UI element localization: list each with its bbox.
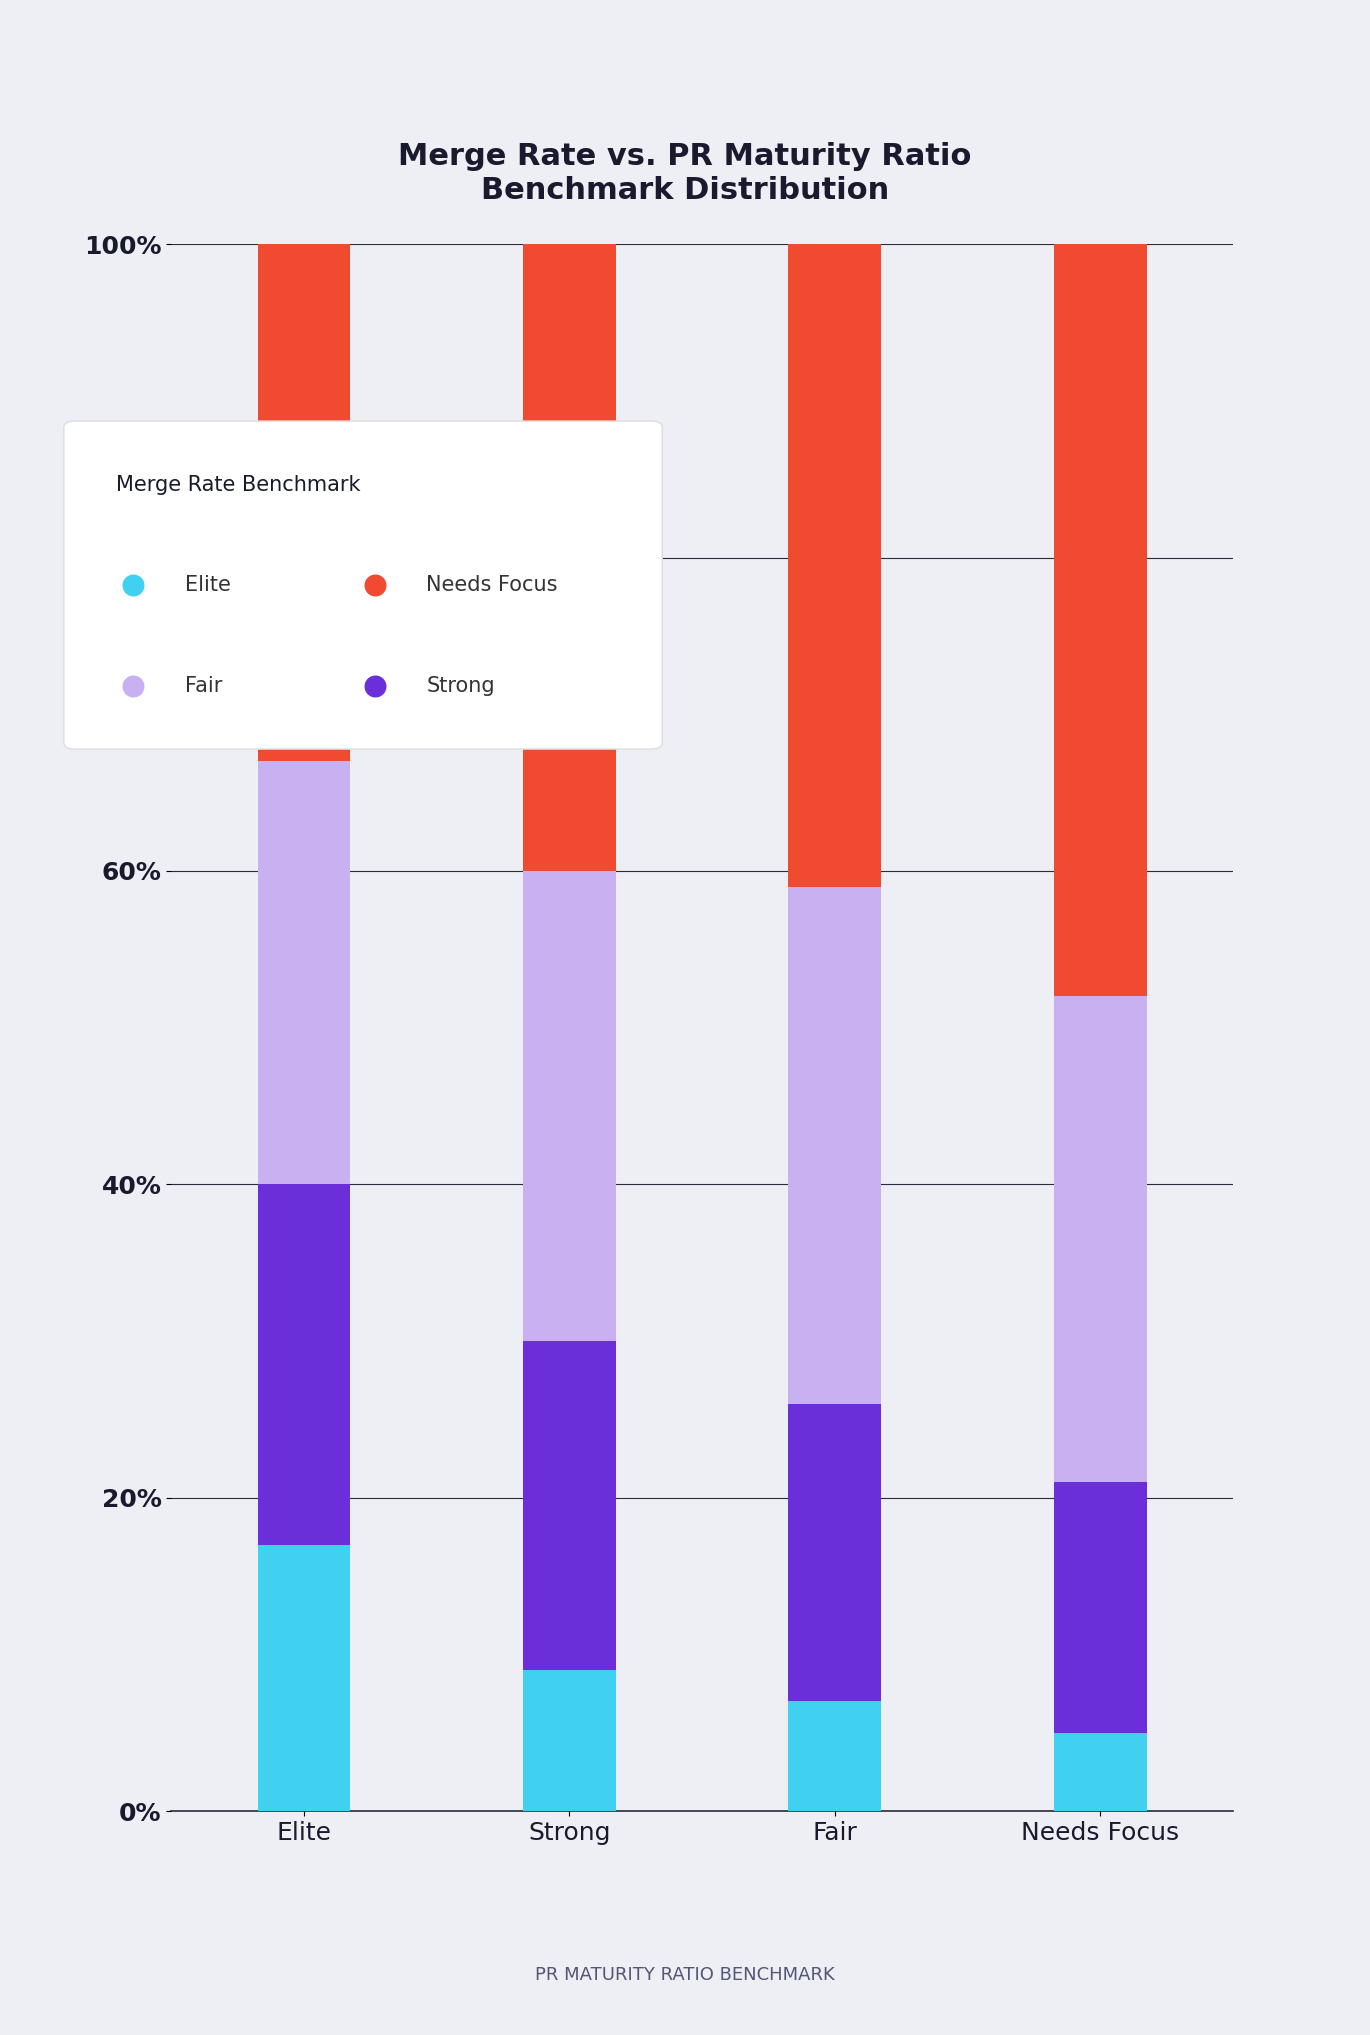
Bar [1054,244,1147,997]
Text: Merge Rate vs. PR Maturity Ratio
Benchmark Distribution: Merge Rate vs. PR Maturity Ratio Benchma… [399,142,971,206]
Text: Merge Rate Benchmark: Merge Rate Benchmark [115,474,360,495]
Point [363,568,385,600]
Bar [788,1404,881,1701]
Text: Fair: Fair [185,676,222,696]
Text: Strong: Strong [426,676,495,696]
Text: Elite: Elite [185,576,230,594]
Point [122,670,144,702]
Point [122,568,144,600]
Bar [258,1545,351,1811]
Bar [1054,1481,1147,1734]
Bar [523,871,616,1341]
Bar [258,244,351,761]
Bar [523,244,616,871]
Bar [788,244,881,887]
Bar [523,1341,616,1671]
Text: PR MATURITY RATIO BENCHMARK: PR MATURITY RATIO BENCHMARK [536,1966,834,1984]
Bar [1054,1734,1147,1811]
Text: Needs Focus: Needs Focus [426,576,558,594]
Bar [523,1671,616,1811]
Bar [788,887,881,1404]
Bar [258,1184,351,1545]
Bar [258,761,351,1184]
FancyBboxPatch shape [64,421,662,749]
Point [363,670,385,702]
Bar [788,1701,881,1811]
Bar [1054,997,1147,1481]
